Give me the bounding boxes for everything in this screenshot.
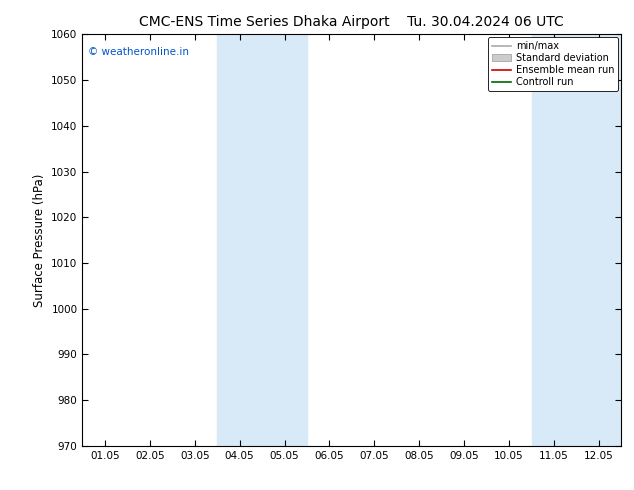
Title: CMC-ENS Time Series Dhaka Airport    Tu. 30.04.2024 06 UTC: CMC-ENS Time Series Dhaka Airport Tu. 30… [139, 15, 564, 29]
Bar [217, 34, 307, 446]
Y-axis label: Surface Pressure (hPa): Surface Pressure (hPa) [33, 173, 46, 307]
Text: © weatheronline.in: © weatheronline.in [87, 47, 189, 57]
Bar [531, 34, 621, 446]
Legend: min/max, Standard deviation, Ensemble mean run, Controll run: min/max, Standard deviation, Ensemble me… [488, 37, 618, 91]
